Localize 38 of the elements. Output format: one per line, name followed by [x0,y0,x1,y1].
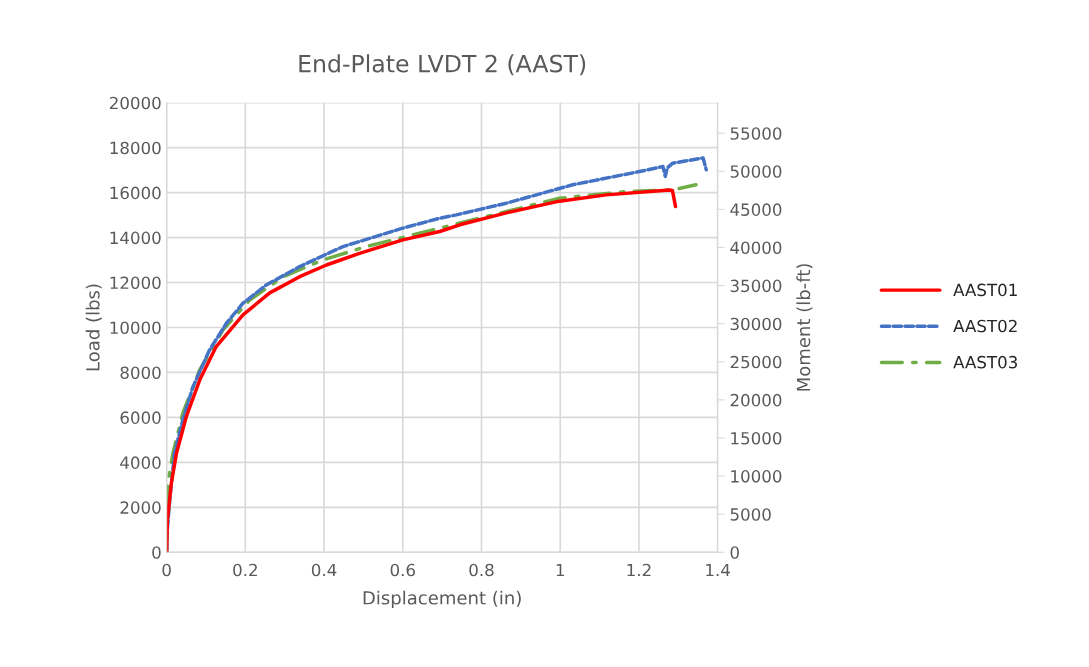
x-tick-label: 1 [556,563,564,577]
legend-label: AAST01 [953,283,1017,297]
y2-tick-label: 0 [730,546,739,559]
y2-tick-label: 45000 [730,203,782,216]
y2-tick-label: 5000 [730,508,771,521]
legend-label: AAST03 [953,355,1017,369]
y2-tick-label: 35000 [730,279,782,293]
y2-tick-label: 20000 [730,393,782,407]
y2-tick-label: 15000 [731,431,782,445]
x-tick-label: 1.2 [627,563,651,577]
y-tick-label: 2000 [120,501,161,514]
chart-title: End-Plate LVDT 2 (AAST) [299,54,586,76]
y-tick-label: 20000 [109,96,161,110]
x-tick-label: 0.8 [469,563,494,577]
x-tick-label: 0 [162,563,171,577]
y-tick-label: 10000 [110,321,161,335]
y-tick-label: 14000 [110,231,161,245]
y-tick-label: 16000 [110,186,161,200]
y-tick-label: 8000 [120,366,161,380]
y2-tick-label: 25000 [730,355,782,369]
legend-label: AAST02 [953,319,1017,333]
x-tick-label: 1.4 [706,563,730,577]
y-tick-label: 4000 [120,456,161,469]
y2-tick-label: 30000 [730,317,782,331]
y-axis-title: Load (lbs) [85,284,102,371]
y2-tick-label: 40000 [730,241,782,255]
y-tick-label: 0 [152,546,161,559]
y-tick-label: 6000 [120,411,161,424]
y-tick-label: 12000 [110,276,161,290]
y2-tick-label: 55000 [730,127,782,140]
x-axis-title: Displacement (in) [363,590,521,609]
y2-tick-label: 10000 [731,470,782,483]
y2-tick-label: 50000 [730,165,782,178]
x-tick-label: 0.2 [233,563,257,577]
x-tick-label: 0.6 [390,563,415,577]
y-tick-label: 18000 [110,141,161,155]
y2-axis-title: Moment (lb-ft) [796,264,813,391]
x-tick-label: 0.4 [311,563,337,577]
